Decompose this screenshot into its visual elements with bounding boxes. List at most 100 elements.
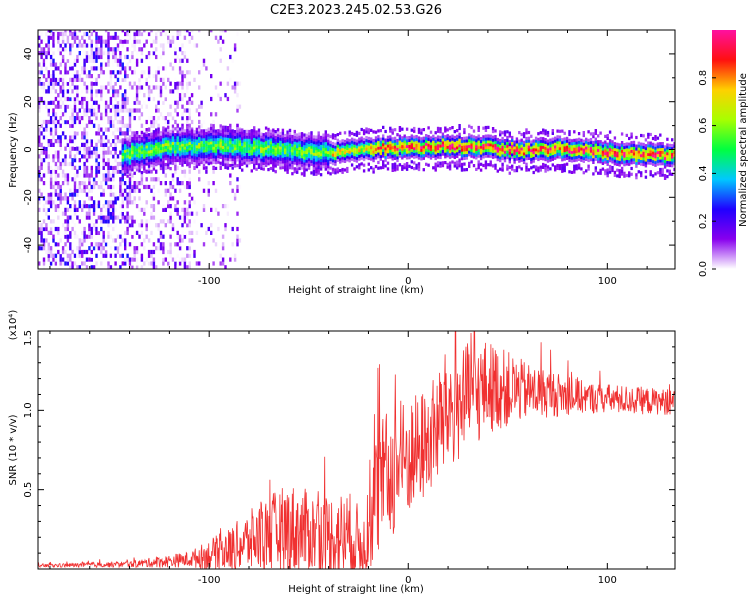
spectrogram-cell bbox=[119, 253, 122, 258]
spectrogram-cell bbox=[76, 146, 79, 151]
spectrogram-cell bbox=[432, 151, 435, 156]
spectrogram-cell bbox=[539, 151, 542, 155]
spectrogram-cell bbox=[511, 144, 514, 148]
spectrogram-cell bbox=[315, 172, 318, 176]
spectrogram-cell bbox=[546, 168, 550, 172]
spectrogram-cell bbox=[145, 39, 148, 44]
spectrogram-cell bbox=[515, 157, 519, 161]
spectrogram-cell bbox=[152, 164, 156, 168]
spectrogram-cell bbox=[126, 184, 129, 190]
spectrogram-cell bbox=[508, 151, 511, 155]
spectrogram-cell bbox=[95, 204, 98, 209]
spectrogram-cell bbox=[45, 119, 48, 125]
spectrogram-cell bbox=[413, 144, 416, 148]
spectrogram-cell bbox=[420, 131, 423, 135]
spectrogram-cell bbox=[489, 143, 492, 147]
spectrogram-cell bbox=[78, 85, 81, 90]
spectrogram-cell bbox=[38, 226, 41, 232]
spectrogram-cell bbox=[322, 139, 325, 143]
spectrogram-cell bbox=[45, 127, 48, 132]
spectrogram-cell bbox=[162, 116, 165, 121]
spectrogram-cell bbox=[315, 135, 318, 139]
spectrogram-cell bbox=[73, 173, 77, 178]
spectrogram-cell bbox=[88, 39, 91, 44]
spectrogram-cell bbox=[221, 162, 225, 167]
spectrogram-cell bbox=[66, 39, 70, 44]
spectrogram-cell bbox=[343, 142, 347, 146]
spectrogram-cell bbox=[377, 143, 380, 147]
spectrogram-cell bbox=[186, 151, 189, 155]
spectrogram-cell bbox=[49, 230, 53, 235]
spectrogram-cell bbox=[298, 152, 301, 156]
spectrogram-cell bbox=[226, 126, 230, 130]
spectrogram-cell bbox=[109, 246, 113, 251]
spectrogram-cell bbox=[109, 211, 113, 216]
spectrogram-cell bbox=[150, 230, 153, 235]
spectrogram-cell bbox=[298, 161, 301, 165]
spectrogram-cell bbox=[226, 96, 230, 102]
spectrogram-cell bbox=[217, 146, 220, 150]
spectrogram-cell bbox=[188, 144, 191, 148]
spectrogram-cell bbox=[188, 192, 191, 197]
spectrogram-cell bbox=[279, 137, 282, 141]
spectrogram-cell bbox=[525, 168, 528, 172]
spectrogram-cell bbox=[157, 100, 160, 105]
spectrogram-cell bbox=[568, 141, 571, 145]
spectrogram-cell bbox=[370, 166, 373, 170]
spectrogram-cell bbox=[159, 66, 163, 71]
spectrogram-cell bbox=[54, 184, 58, 190]
spectrogram-cell bbox=[169, 253, 172, 258]
spectrogram-cell bbox=[284, 145, 287, 149]
spectrogram-cell bbox=[231, 226, 234, 232]
spectrogram-cell bbox=[112, 154, 115, 159]
spectrogram-cell bbox=[260, 149, 263, 153]
spectrogram-cell bbox=[157, 223, 160, 228]
spectrogram-cell bbox=[236, 226, 239, 232]
spectrogram-cell bbox=[408, 144, 411, 148]
spectrogram-cell bbox=[460, 162, 464, 166]
spectrogram-cell bbox=[370, 146, 373, 150]
spectrogram-cell bbox=[224, 154, 227, 158]
spectrogram-cell bbox=[162, 137, 165, 142]
spectrogram-cell bbox=[401, 147, 404, 151]
spectrogram-cell bbox=[167, 140, 170, 144]
spectrogram-cell bbox=[38, 70, 41, 75]
spectrogram-cell bbox=[121, 238, 124, 243]
spectrogram-cell bbox=[384, 155, 387, 159]
spectrogram-cell bbox=[167, 128, 170, 132]
spectrogram-cell bbox=[59, 249, 62, 255]
spectrogram-cell bbox=[604, 154, 607, 158]
spectrogram-cell bbox=[159, 89, 163, 94]
spectrogram-cell bbox=[298, 166, 301, 171]
spectrogram-cell bbox=[248, 144, 251, 148]
spectrogram-cell bbox=[135, 230, 139, 235]
spectrogram-cell bbox=[76, 74, 79, 79]
spectrogram-cell bbox=[245, 135, 249, 139]
spectrogram-cell bbox=[267, 133, 270, 137]
spectrogram-cell bbox=[322, 142, 325, 146]
spectrogram-cell bbox=[205, 134, 208, 138]
spectrogram-cell bbox=[83, 31, 86, 37]
spectrogram-cell bbox=[623, 145, 626, 150]
spectrogram-cell bbox=[135, 168, 139, 172]
spectrogram-cell bbox=[116, 93, 120, 98]
spectrogram-cell bbox=[109, 77, 113, 82]
spectrogram-cell bbox=[40, 85, 43, 90]
spectrogram-cell bbox=[592, 132, 595, 136]
spectrogram-cell bbox=[245, 152, 249, 156]
spectrogram-cell bbox=[190, 152, 194, 156]
spectrogram-cell bbox=[114, 223, 117, 228]
spectrogram-cell bbox=[169, 132, 172, 136]
spectrogram-cell bbox=[640, 133, 643, 138]
spectrogram-cell bbox=[90, 204, 93, 209]
spectrogram-cell bbox=[38, 188, 41, 193]
spectrogram-cell bbox=[131, 133, 134, 137]
spectrogram-cell bbox=[119, 51, 122, 56]
spectrogram-cell bbox=[126, 137, 129, 141]
spectrogram-cell bbox=[592, 160, 595, 164]
spectrogram-cell bbox=[183, 149, 187, 153]
spectrogram-cell bbox=[140, 171, 144, 175]
spectrogram-cell bbox=[159, 77, 163, 82]
spectrogram-cell bbox=[272, 142, 275, 146]
spectrogram-cell bbox=[300, 143, 304, 147]
